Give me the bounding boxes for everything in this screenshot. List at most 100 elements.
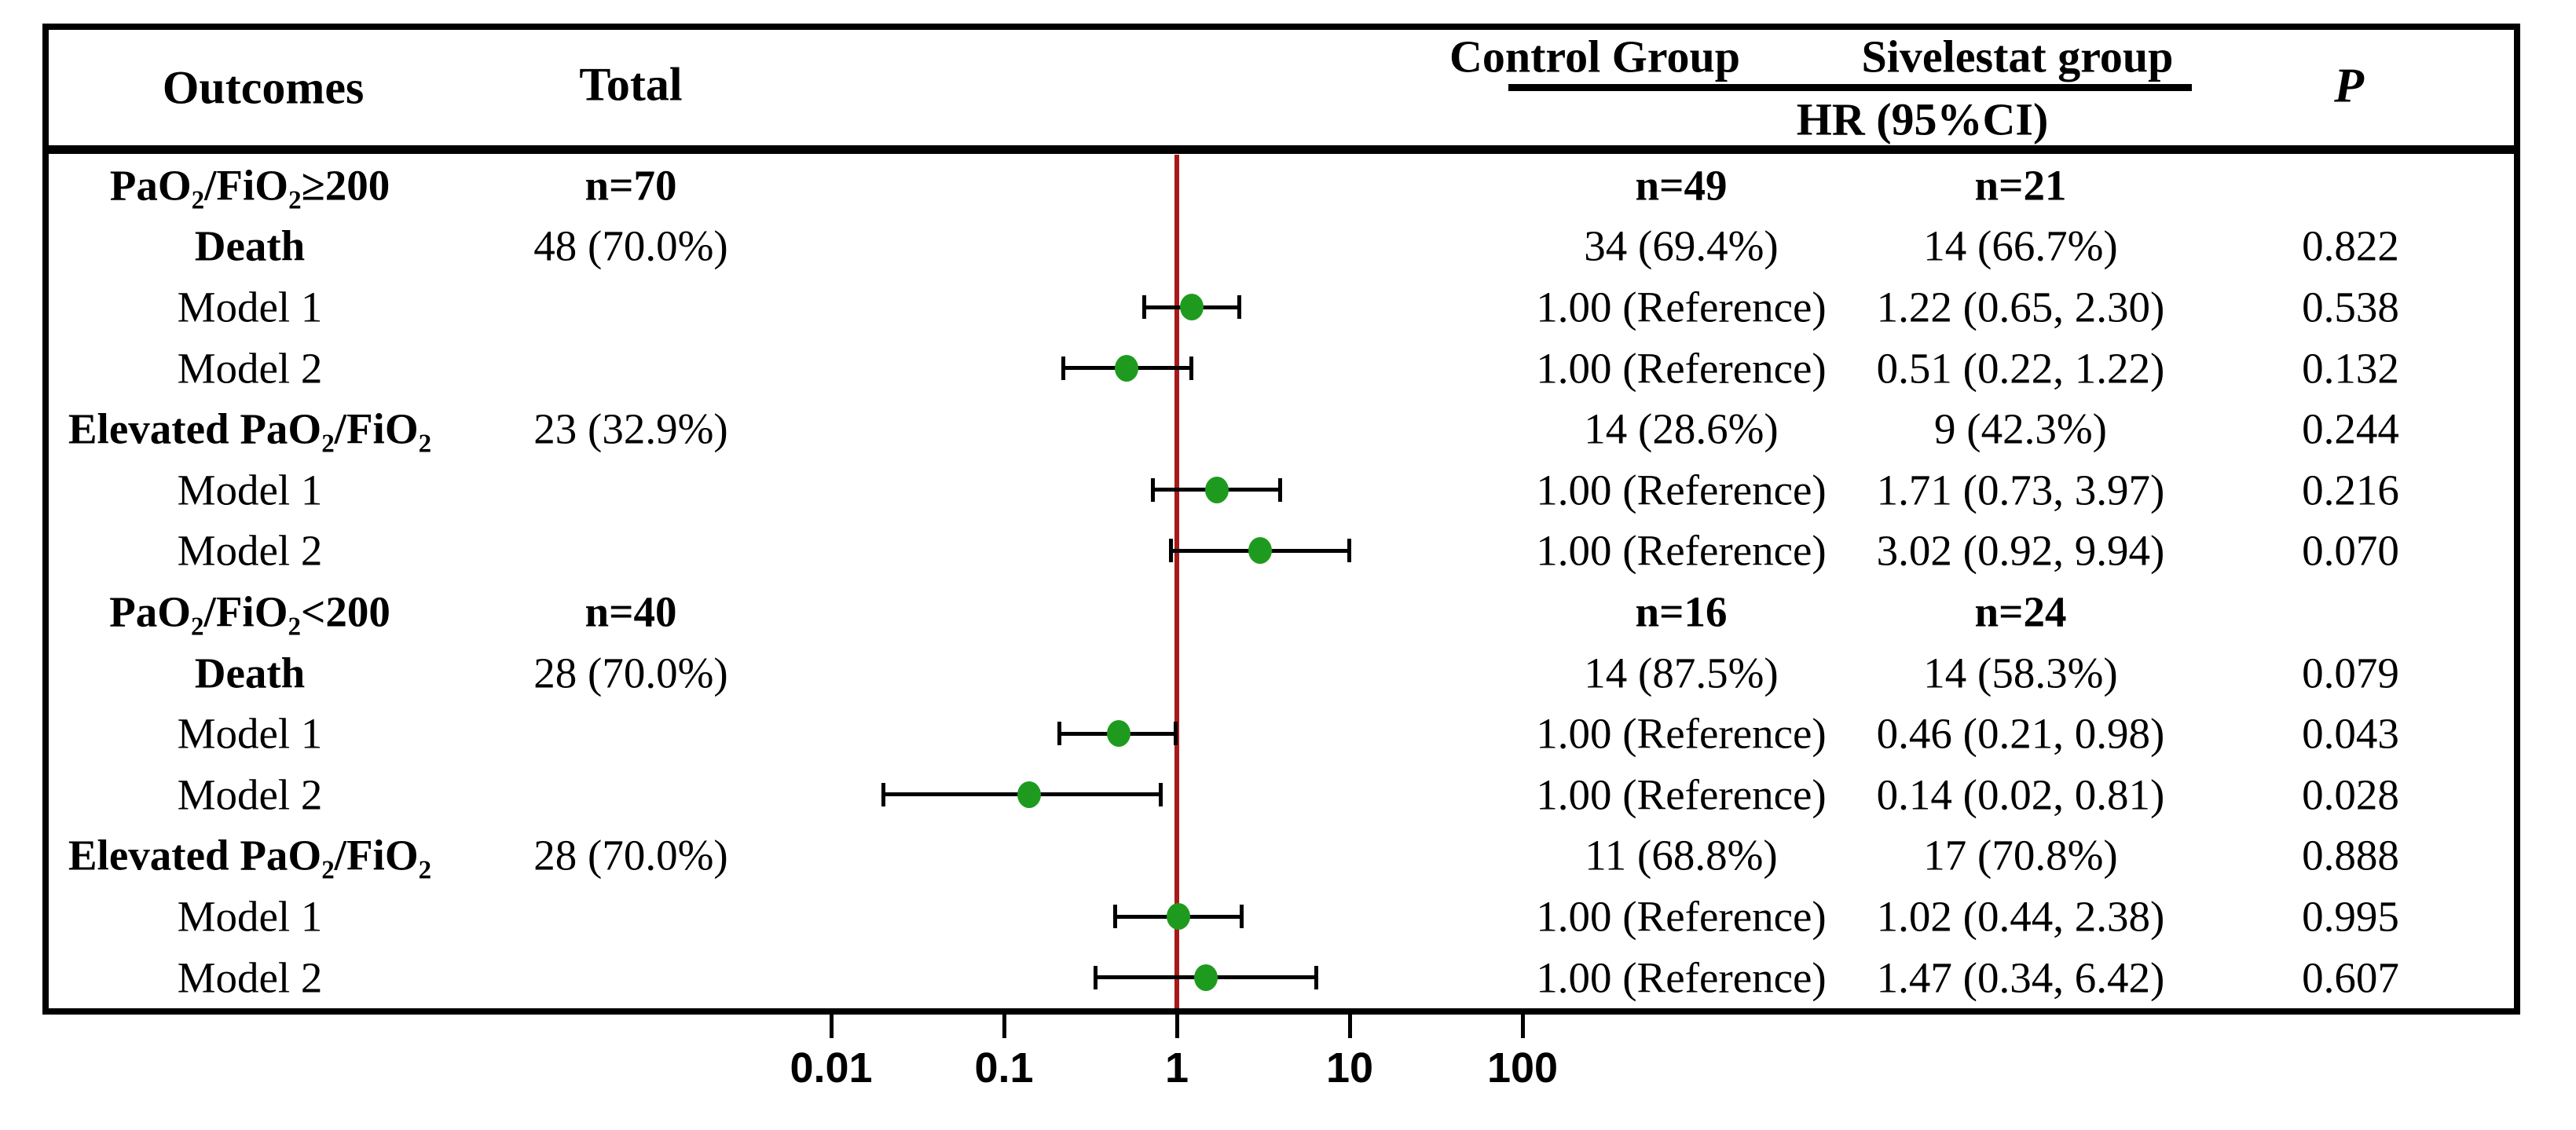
- control-hr-value: 14 (28.6%): [1584, 404, 1779, 453]
- p-value: 0.995: [2302, 892, 2399, 941]
- group-header-underline: [1508, 84, 2192, 91]
- sivelestat-hr-value: 14 (58.3%): [1923, 649, 2118, 697]
- control-hr-value: 14 (87.5%): [1584, 649, 1779, 697]
- axis-tick-label: 100: [1486, 1044, 1559, 1092]
- control-hr-value: 34 (69.4%): [1584, 221, 1779, 270]
- control-hr-value: n=16: [1635, 587, 1728, 636]
- hr-marker: [1114, 354, 1138, 382]
- control-hr-value: 11 (68.8%): [1585, 831, 1778, 879]
- p-value: 0.244: [2302, 404, 2399, 453]
- axis-tick-label: 10: [1325, 1044, 1374, 1092]
- hr-marker: [1106, 720, 1130, 748]
- ci-cap-right: [1278, 477, 1283, 502]
- ci-cap-right: [1240, 905, 1244, 928]
- p-value: 0.028: [2302, 770, 2399, 819]
- hr-marker: [1166, 903, 1190, 930]
- hr-marker: [1017, 781, 1042, 808]
- hr-marker: [1205, 476, 1229, 503]
- p-value: 0.079: [2302, 649, 2399, 697]
- ci-cap-left: [1094, 965, 1098, 989]
- outcome-label: Model 2: [177, 953, 323, 1002]
- axis-tick: [1347, 1015, 1352, 1038]
- ci-cap-right: [1189, 356, 1194, 380]
- control-hr-value: 1.00 (Reference): [1536, 526, 1827, 575]
- control-hr-value: n=49: [1635, 161, 1728, 210]
- control-hr-value: 1.00 (Reference): [1536, 953, 1827, 1002]
- column-header-sivelestat-group: Sivelestat group: [1861, 31, 2174, 82]
- sivelestat-hr-value: 3.02 (0.92, 9.94): [1876, 526, 2165, 575]
- ci-cap-left: [1142, 295, 1147, 319]
- axis-tick: [1002, 1015, 1006, 1038]
- total-value: n=40: [584, 587, 677, 636]
- p-value: 0.070: [2302, 526, 2399, 575]
- header-separator-line: [49, 145, 2514, 154]
- sivelestat-hr-value: 1.22 (0.65, 2.30): [1876, 283, 2165, 331]
- outcome-label: Model 1: [177, 709, 323, 758]
- ci-cap-right: [1314, 965, 1319, 989]
- column-header-p: P: [2334, 59, 2364, 113]
- total-value: 28 (70.0%): [533, 649, 728, 697]
- ci-cap-left: [1151, 477, 1156, 502]
- outcome-label: Model 2: [177, 526, 323, 575]
- sivelestat-hr-value: 1.02 (0.44, 2.38): [1876, 892, 2165, 941]
- total-value: 23 (32.9%): [533, 404, 728, 453]
- p-value: 0.538: [2302, 283, 2399, 331]
- sivelestat-hr-value: 0.46 (0.21, 0.98): [1876, 709, 2165, 758]
- control-hr-value: 1.00 (Reference): [1536, 283, 1827, 331]
- ci-cap-left: [1057, 722, 1062, 746]
- sivelestat-hr-value: 0.14 (0.02, 0.81): [1876, 770, 2165, 819]
- ci-cap-right: [1347, 539, 1351, 563]
- control-hr-value: 1.00 (Reference): [1536, 892, 1827, 941]
- p-value: 0.216: [2302, 466, 2399, 514]
- ci-cap-right: [1237, 295, 1242, 319]
- control-hr-value: 1.00 (Reference): [1536, 466, 1827, 514]
- axis-tick-label: 1: [1164, 1044, 1189, 1092]
- column-header-total: Total: [579, 58, 683, 111]
- sivelestat-hr-value: 1.71 (0.73, 3.97): [1876, 466, 2165, 514]
- sivelestat-hr-value: 9 (42.3%): [1934, 404, 2107, 453]
- control-hr-value: 1.00 (Reference): [1536, 709, 1827, 758]
- ci-cap-left: [1113, 905, 1118, 928]
- column-header-hr-ci: HR (95%CI): [1796, 93, 2049, 145]
- p-value: 0.043: [2302, 709, 2399, 758]
- total-value: 48 (70.0%): [533, 221, 728, 270]
- ci-cap-left: [1168, 539, 1173, 563]
- outcome-label: Model 2: [177, 344, 323, 393]
- axis-tick-label: 0.1: [974, 1044, 1034, 1092]
- ci-cap-left: [1061, 356, 1065, 380]
- ci-cap-left: [881, 782, 885, 806]
- reference-line: [1174, 155, 1179, 1008]
- hr-marker: [1193, 964, 1218, 991]
- total-value: 28 (70.0%): [533, 831, 728, 879]
- axis-tick-label: 0.01: [790, 1044, 873, 1092]
- axis-tick: [829, 1015, 834, 1038]
- outcome-label: PaO₂/FiO₂<200: [109, 587, 390, 636]
- p-value: 0.888: [2302, 831, 2399, 879]
- outcome-label: Model 2: [177, 770, 323, 819]
- outcome-label: Model 1: [177, 283, 323, 331]
- table-frame: [42, 24, 2520, 1015]
- outcome-label: Death: [194, 221, 306, 270]
- hr-marker: [1179, 294, 1204, 320]
- ci-cap-right: [1159, 782, 1163, 806]
- p-value: 0.607: [2302, 953, 2399, 1002]
- sivelestat-hr-value: 14 (66.7%): [1923, 221, 2118, 270]
- outcome-label: PaO₂/FiO₂≥200: [109, 161, 390, 210]
- outcome-label: Elevated PaO₂/FiO₂: [68, 404, 432, 453]
- sivelestat-hr-value: 0.51 (0.22, 1.22): [1876, 344, 2165, 393]
- p-value: 0.822: [2302, 221, 2399, 270]
- sivelestat-hr-value: 1.47 (0.34, 6.42): [1876, 953, 2165, 1002]
- outcome-label: Elevated PaO₂/FiO₂: [68, 831, 432, 879]
- axis-tick: [1174, 1015, 1179, 1038]
- control-hr-value: 1.00 (Reference): [1536, 344, 1827, 393]
- sivelestat-hr-value: n=21: [1974, 161, 2067, 210]
- axis-tick: [1520, 1015, 1525, 1038]
- control-hr-value: 1.00 (Reference): [1536, 770, 1827, 819]
- sivelestat-hr-value: 17 (70.8%): [1923, 831, 2118, 879]
- total-value: n=70: [584, 161, 677, 210]
- outcome-label: Model 1: [177, 892, 323, 941]
- column-header-outcomes: Outcomes: [162, 61, 365, 114]
- sivelestat-hr-value: n=24: [1974, 587, 2067, 636]
- column-header-control-group: Control Group: [1449, 31, 1741, 82]
